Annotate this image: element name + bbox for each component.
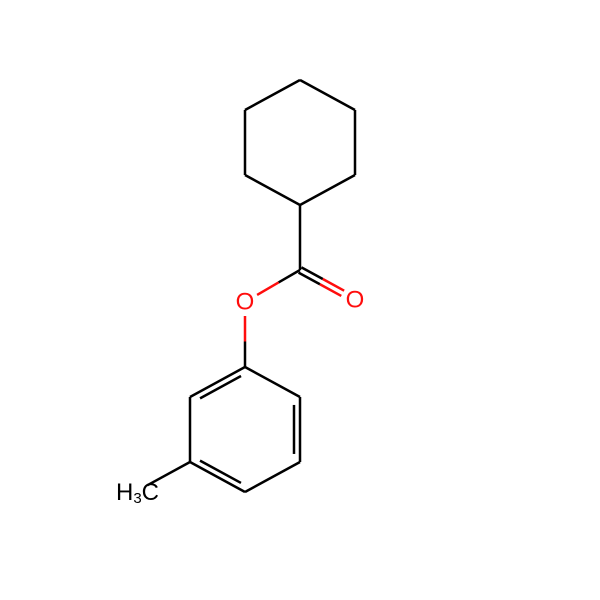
bond-line [257,282,278,294]
bond-line [279,270,300,282]
atom-label: H3C [116,479,159,507]
bond-line [245,367,300,397]
bond-line [245,175,300,205]
atom-label: O [346,287,365,314]
bond-line [245,462,300,492]
atom-label: O [236,289,255,316]
bond-line [190,462,245,492]
bond-line [300,175,355,205]
molecule-diagram: O O H3C [0,0,600,600]
bond-line [245,80,300,110]
bond-line [300,80,355,110]
bond-line [190,367,245,397]
